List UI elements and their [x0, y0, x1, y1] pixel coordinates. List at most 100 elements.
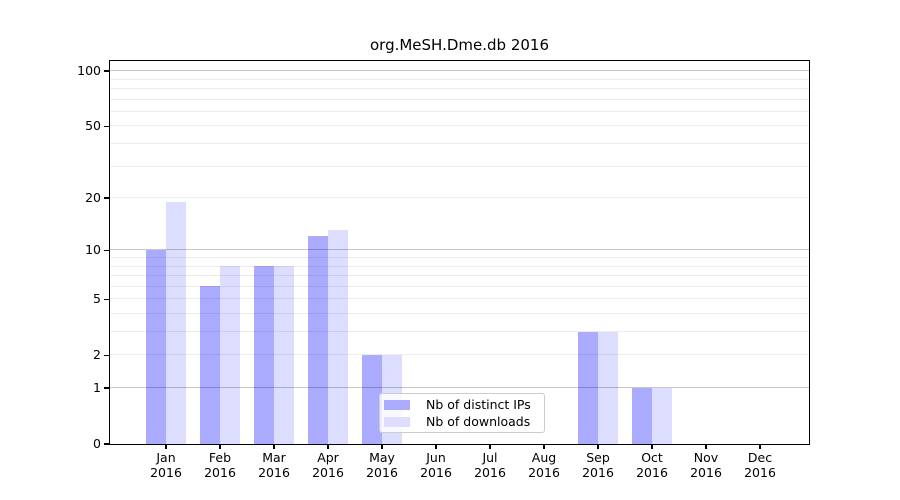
- x-tick-nov: [705, 444, 707, 449]
- gridline-minor-2: [109, 354, 809, 356]
- y-tick-100: [104, 70, 109, 72]
- x-tick-label-year: 2016: [582, 465, 614, 480]
- y-tick-label-50: 50: [85, 118, 101, 134]
- bar-downloads-oct: [651, 387, 672, 444]
- plot-area: [108, 59, 810, 445]
- bar-distinct-ips-apr: [307, 236, 328, 444]
- x-tick-jul: [489, 444, 491, 449]
- gridline-major-10: [109, 249, 809, 251]
- legend-label-downloads: Nb of downloads: [426, 413, 531, 429]
- x-tick-label-month: Nov: [693, 450, 719, 465]
- gridline-minor-20: [109, 197, 809, 199]
- x-tick-label-year: 2016: [204, 465, 236, 480]
- x-tick-jun: [435, 444, 437, 449]
- x-tick-label-may: May 2016: [352, 450, 412, 480]
- x-tick-may: [381, 444, 383, 449]
- gridline-minor-7: [109, 275, 809, 277]
- y-tick-5: [104, 298, 109, 300]
- x-tick-label-oct: Oct 2016: [622, 450, 682, 480]
- x-tick-label-month: Jun: [426, 450, 446, 465]
- legend-swatch-downloads: [384, 416, 410, 427]
- x-tick-label-month: Aug: [531, 450, 557, 465]
- x-tick-label-month: Mar: [262, 450, 286, 465]
- bar-downloads-sep: [597, 331, 618, 444]
- x-tick-label-year: 2016: [258, 465, 290, 480]
- x-tick-label-nov: Nov 2016: [676, 450, 736, 480]
- y-tick-label-10: 10: [85, 242, 101, 258]
- x-tick-dec: [759, 444, 761, 449]
- x-tick-jan: [165, 444, 167, 449]
- x-tick-label-year: 2016: [474, 465, 506, 480]
- bar-downloads-jan: [165, 201, 186, 444]
- y-tick-50: [104, 125, 109, 128]
- legend: Nb of distinct IPs Nb of downloads: [379, 393, 545, 433]
- x-tick-label-jun: Jun 2016: [406, 450, 466, 480]
- y-tick-0: [104, 443, 109, 445]
- x-tick-label-month: Jul: [482, 450, 498, 465]
- y-tick-1: [104, 387, 109, 389]
- x-tick-oct: [651, 444, 653, 449]
- x-tick-label-feb: Feb 2016: [190, 450, 250, 480]
- x-tick-label-mar: Mar 2016: [244, 450, 304, 480]
- x-tick-label-jan: Jan 2016: [136, 450, 196, 480]
- x-tick-sep: [597, 444, 599, 449]
- gridline-minor-3: [109, 331, 809, 333]
- gridline-minor-50: [109, 125, 809, 127]
- x-tick-label-month: Feb: [208, 450, 232, 465]
- legend-label-distinct-ips: Nb of distinct IPs: [426, 396, 531, 412]
- legend-item-downloads: Nb of downloads: [384, 413, 544, 429]
- gridline-minor-60: [109, 110, 809, 112]
- x-tick-feb: [219, 444, 221, 449]
- gridline-minor-70: [109, 98, 809, 100]
- x-tick-label-jul: Jul 2016: [460, 450, 520, 480]
- y-tick-label-5: 5: [93, 291, 101, 307]
- y-tick-label-0: 0: [93, 436, 101, 451]
- bar-downloads-feb: [219, 266, 240, 444]
- y-tick-2: [104, 354, 109, 356]
- x-tick-label-year: 2016: [528, 465, 560, 480]
- x-tick-label-month: Jan: [156, 450, 176, 465]
- bar-distinct-ips-feb: [199, 286, 220, 444]
- legend-swatch-distinct-ips: [384, 399, 410, 410]
- x-tick-aug: [543, 444, 545, 449]
- x-tick-label-year: 2016: [744, 465, 776, 480]
- x-tick-label-year: 2016: [690, 465, 722, 480]
- x-tick-mar: [273, 444, 275, 449]
- x-tick-label-month: Apr: [317, 450, 339, 465]
- bar-downloads-mar: [273, 266, 294, 444]
- legend-item-distinct-ips: Nb of distinct IPs: [384, 396, 544, 412]
- gridline-minor-30: [109, 165, 809, 167]
- y-tick-20: [104, 197, 109, 199]
- bar-distinct-ips-sep: [577, 331, 598, 444]
- x-tick-label-dec: Dec 2016: [730, 450, 790, 480]
- y-tick-label-2: 2: [93, 347, 101, 363]
- x-tick-label-sep: Sep 2016: [568, 450, 628, 480]
- gridline-major-1: [109, 387, 809, 388]
- x-tick-label-year: 2016: [150, 465, 182, 480]
- bar-distinct-ips-mar: [253, 266, 274, 444]
- gridline-minor-6: [109, 285, 809, 287]
- x-tick-label-apr: Apr 2016: [298, 450, 358, 480]
- x-tick-label-month: May: [369, 450, 395, 465]
- gridline-minor-8: [109, 265, 809, 267]
- x-tick-label-month: Dec: [747, 450, 773, 465]
- x-tick-label-year: 2016: [636, 465, 668, 480]
- gridline-minor-40: [109, 143, 809, 145]
- gridline-minor-9: [109, 257, 809, 258]
- gridline-minor-80: [109, 88, 809, 90]
- y-tick-10: [104, 249, 109, 252]
- chart-title: org.MeSH.Dme.db 2016: [370, 36, 549, 54]
- x-tick-label-year: 2016: [366, 465, 398, 480]
- gridline-minor-4: [109, 312, 809, 314]
- x-tick-label-year: 2016: [312, 465, 344, 480]
- x-tick-label-month: Sep: [586, 450, 610, 465]
- gridline-major-100: [109, 70, 809, 72]
- gridline-minor-5: [109, 298, 809, 300]
- bar-downloads-apr: [327, 230, 348, 444]
- x-tick-apr: [327, 444, 329, 449]
- y-tick-label-1: 1: [93, 380, 101, 395]
- x-tick-label-year: 2016: [420, 465, 452, 480]
- x-tick-label-aug: Aug 2016: [514, 450, 574, 480]
- gridline-minor-90: [109, 78, 809, 80]
